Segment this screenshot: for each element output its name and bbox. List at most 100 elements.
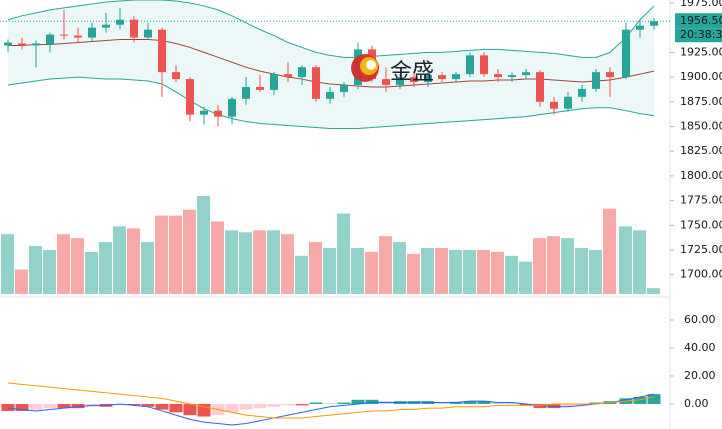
candle-body [256, 86, 264, 90]
macd-histogram-bar [113, 403, 127, 406]
candle-body [606, 72, 614, 78]
volume-bar [589, 249, 602, 294]
volume-bar [281, 234, 294, 294]
candle-body [88, 27, 96, 38]
volume-bar [225, 230, 238, 294]
y-tick-label: 1900.00 [680, 70, 722, 83]
volume-bar [323, 247, 336, 294]
macd-histogram-bar [547, 403, 561, 409]
macd-histogram-bar [281, 403, 295, 406]
macd-histogram-bar [463, 401, 477, 404]
candle-body [636, 25, 644, 30]
volume-bar [309, 242, 322, 294]
candle-body [410, 77, 418, 83]
volume-bar [449, 249, 462, 294]
volume-bar [619, 226, 632, 294]
macd-histogram-bar [351, 399, 365, 404]
macd-histogram-bar [15, 403, 29, 411]
macd-histogram-bar [169, 403, 183, 413]
bollinger-upper [7, 0, 655, 58]
candle-body [298, 67, 306, 78]
y-tick-label: 1975.00 [680, 0, 722, 9]
volume-bar [491, 251, 504, 294]
y-tick-label: 1700.00 [680, 268, 722, 281]
candle-body [130, 19, 138, 38]
countdown-label: 20:38:31 [680, 28, 722, 41]
candle-body [564, 96, 572, 109]
candle-body [116, 19, 124, 25]
volume-bar [575, 247, 588, 294]
last-price-label: 1956.50 [680, 14, 722, 27]
y2-tick-label: 60.00 [684, 313, 716, 326]
price-axis: 1975.00 1925.00 1900.00 1875.00 1850.00 1825.… [670, 0, 722, 410]
candle-body [508, 75, 516, 78]
candle-body [186, 79, 194, 115]
volume-bar [197, 196, 210, 294]
volume-bar [477, 249, 490, 294]
candle-body [214, 110, 222, 117]
volume-bar [603, 208, 616, 294]
macd-histogram-bar [561, 403, 575, 407]
candle-body [424, 75, 432, 83]
y-tick-label: 1775.00 [680, 194, 722, 207]
macd-histogram-bar [57, 403, 71, 409]
volume-bar [365, 251, 378, 294]
macd-layer [1, 382, 661, 426]
volume-bar [239, 232, 252, 294]
macd-histogram-bar [505, 402, 519, 404]
volume-bar [57, 234, 70, 294]
logo-core [366, 60, 376, 70]
macd-histogram-bar [365, 399, 379, 404]
candle-body [228, 98, 236, 117]
candle-body [312, 67, 320, 99]
volume-bar [337, 213, 350, 294]
volume-bar [561, 238, 574, 294]
volume-bar [435, 247, 448, 294]
y2-tick-label: 0.00 [684, 397, 709, 410]
volume-bar [647, 288, 660, 294]
bollinger-layer [0, 0, 670, 129]
bollinger-middle [8, 39, 655, 88]
macd-histogram-bar [647, 394, 661, 404]
candle-body [536, 72, 544, 102]
volume-bar [211, 221, 224, 294]
candle-body [144, 29, 152, 38]
macd-histogram-bar [575, 403, 589, 406]
band-fill [8, 0, 654, 129]
macd-histogram-bar [155, 403, 169, 410]
macd-histogram-bar [253, 403, 267, 409]
volume-bar [253, 230, 266, 294]
bollinger-lower [7, 76, 655, 129]
macd-histogram-bar [127, 403, 141, 406]
candle-body [102, 24, 110, 28]
macd-histogram-bar [477, 401, 491, 404]
volume-layer [1, 196, 660, 294]
candle-body [242, 86, 250, 99]
volume-bar [29, 245, 42, 294]
volume-bar [351, 247, 364, 294]
volume-bar [379, 236, 392, 294]
watermark-text: 金盛 [390, 60, 434, 85]
macd-histogram-bar [225, 403, 239, 413]
volume-bar [85, 251, 98, 294]
y-tick-label: 1825.00 [680, 144, 722, 157]
candle-body [200, 110, 208, 115]
macd-histogram-bar [589, 402, 603, 404]
candle-body [522, 72, 530, 76]
volume-bar [169, 215, 182, 294]
volume-bar [141, 242, 154, 294]
macd-histogram-bar [337, 402, 351, 404]
volume-bar [127, 228, 140, 294]
candle-body [46, 34, 54, 45]
countdown-tag [675, 28, 722, 43]
macd-histogram-bar [519, 403, 533, 406]
volume-bar [421, 247, 434, 294]
candle-body [622, 29, 630, 78]
volume-bar [633, 230, 646, 294]
volume-bar [267, 230, 280, 294]
volume-bar [505, 255, 518, 294]
volume-bar [295, 255, 308, 294]
volume-bar [71, 238, 84, 294]
volume-bar [463, 249, 476, 294]
